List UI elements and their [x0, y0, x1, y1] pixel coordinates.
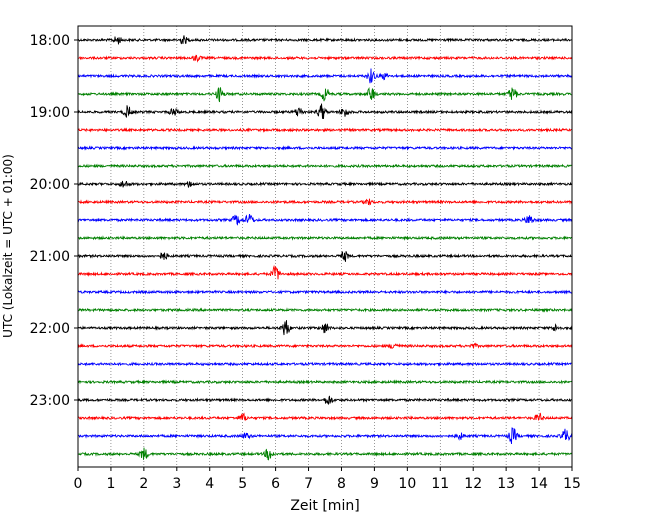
- x-tick-label: 6: [271, 476, 280, 492]
- x-tick-label: 2: [139, 476, 148, 492]
- x-tick-label: 14: [530, 476, 548, 492]
- y-axis-ticks: 18:00 19:00 20:00 21:00 22:00 23:00: [30, 33, 78, 409]
- x-tick-label: 9: [370, 476, 379, 492]
- x-tick-label: 12: [464, 476, 482, 492]
- seismic-traces: [77, 35, 573, 461]
- y-tick-label: 23:00: [30, 393, 70, 409]
- x-tick-label: 7: [304, 476, 313, 492]
- x-tick-label: 10: [398, 476, 416, 492]
- x-tick-label: 1: [106, 476, 115, 492]
- trace-15: [78, 307, 573, 313]
- x-axis-ticks: 0 1 2 3 4 5 6 7 8 9 10 11 12 13 14 15: [74, 467, 581, 492]
- trace-8: [77, 180, 573, 188]
- trace-22: [77, 427, 573, 445]
- y-tick-label: 20:00: [30, 177, 70, 193]
- trace-2: [77, 68, 573, 84]
- x-tick-label: 5: [238, 476, 247, 492]
- trace-11: [77, 235, 573, 241]
- trace-6: [77, 145, 573, 151]
- x-tick-label: 13: [497, 476, 515, 492]
- x-tick-label: 3: [172, 476, 181, 492]
- trace-1: [77, 54, 573, 63]
- trace-0: [77, 35, 573, 45]
- y-tick-label: 21:00: [30, 249, 70, 265]
- trace-9: [77, 198, 573, 206]
- trace-14: [77, 289, 573, 295]
- trace-17: [77, 342, 573, 350]
- plot-frame: [77, 25, 573, 468]
- y-axis-label: UTC (Lokalzeit = UTC + 01:00): [1, 154, 15, 338]
- y-tick-label: 22:00: [30, 321, 70, 337]
- trace-7: [77, 163, 573, 169]
- x-axis-label: Zeit [min]: [290, 498, 359, 514]
- trace-3: [77, 86, 573, 103]
- plot-area: [78, 26, 572, 467]
- y-tick-label: 19:00: [30, 105, 70, 121]
- x-tick-label: 8: [337, 476, 346, 492]
- trace-19: [77, 379, 573, 385]
- trace-13: [77, 264, 573, 280]
- trace-4: [77, 103, 573, 120]
- trace-5: [77, 127, 573, 133]
- trace-20: [77, 395, 573, 405]
- x-tick-label: 4: [205, 476, 214, 492]
- x-tick-label: 15: [563, 476, 581, 492]
- y-tick-label: 18:00: [30, 33, 70, 49]
- trace-10: [77, 213, 573, 226]
- trace-21: [77, 412, 573, 422]
- trace-12: [77, 251, 573, 262]
- x-tick-label: 0: [74, 476, 83, 492]
- trace-18: [77, 361, 572, 367]
- x-tick-label: 11: [431, 476, 449, 492]
- trace-16: [77, 320, 573, 336]
- trace-23: [78, 447, 573, 461]
